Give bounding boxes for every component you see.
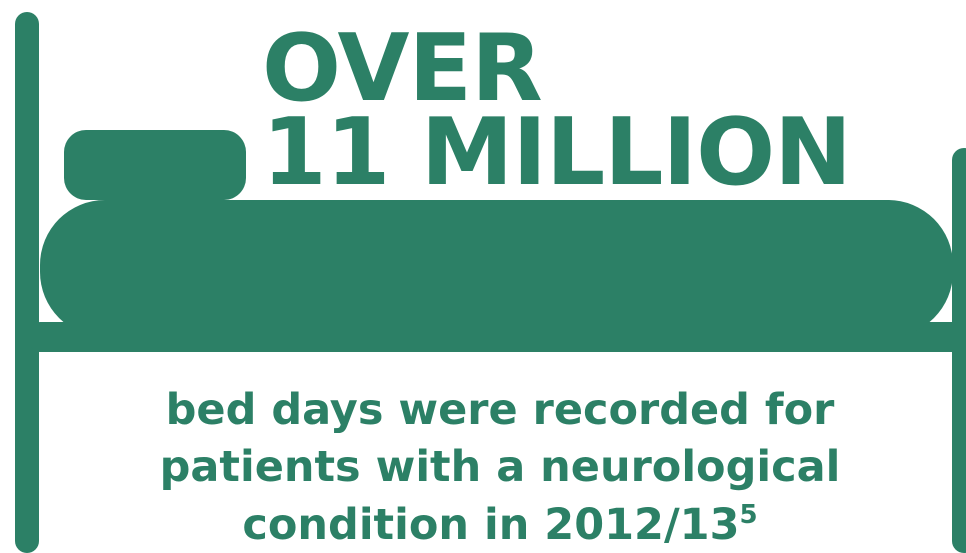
caption-line: patients with a neurological (159, 442, 841, 492)
bed-headboard-post (15, 12, 39, 553)
headline-line-amount: 11 MILLION (262, 98, 852, 206)
headline-line-over: OVER (262, 14, 543, 122)
caption-line: bed days were recorded for (165, 385, 835, 435)
caption-line-with-footnote: condition in 2012/135 (100, 502, 900, 547)
bed-pillow (64, 130, 246, 200)
footnote-marker: 5 (739, 500, 758, 530)
caption-line-text: condition in 2012/13 (242, 500, 740, 550)
bed-mattress (40, 200, 953, 337)
